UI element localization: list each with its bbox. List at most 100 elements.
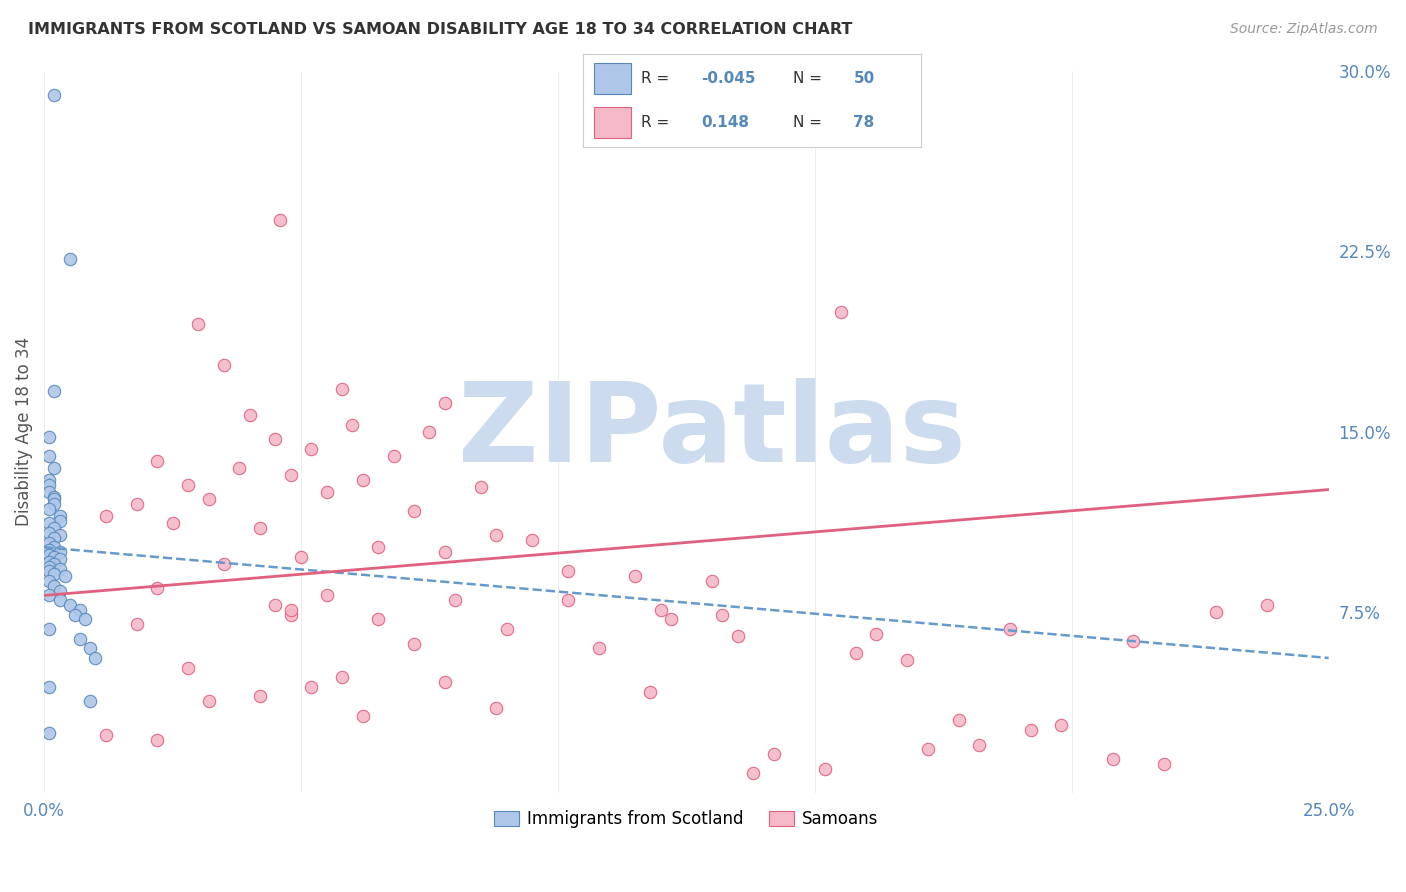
Point (44, 531, 66, 545)
Point (845, 646, 868, 660)
Text: IMMIGRANTS FROM SCOTLAND VS SAMOAN DISABILITY AGE 18 TO 34 CORRELATION CHART: IMMIGRANTS FROM SCOTLAND VS SAMOAN DISAB… (28, 22, 852, 37)
Point (75, 612, 97, 626)
Point (433, 396, 456, 410)
Point (830, 304, 852, 318)
Point (249, 690, 271, 704)
Text: Source: ZipAtlas.com: Source: ZipAtlas.com (1230, 22, 1378, 37)
Point (342, 417, 364, 432)
Point (742, 766, 765, 780)
Point (814, 762, 837, 776)
Text: 78: 78 (853, 115, 875, 130)
Point (38, 525, 60, 540)
Point (84, 651, 107, 665)
Point (38, 589, 60, 603)
Bar (593, 63, 631, 94)
Point (352, 708, 374, 723)
Point (79, 694, 101, 708)
Point (280, 603, 302, 617)
Point (38, 725, 60, 739)
Point (38, 449, 60, 463)
Point (896, 653, 918, 667)
Point (69, 632, 91, 646)
Text: N =: N = (793, 70, 827, 86)
Point (264, 598, 287, 612)
Point (330, 382, 353, 396)
Point (38, 516, 60, 531)
Point (48, 593, 70, 607)
Point (48, 545, 70, 559)
Point (948, 714, 970, 728)
Point (1153, 756, 1175, 771)
Point (382, 449, 405, 463)
Point (38, 477, 60, 491)
Bar (593, 107, 631, 138)
Point (280, 468, 302, 483)
Point (522, 533, 544, 547)
Point (290, 549, 312, 564)
Point (315, 589, 337, 603)
Point (659, 612, 682, 626)
Point (967, 738, 990, 752)
Point (69, 603, 91, 617)
Point (700, 574, 723, 588)
Point (44, 557, 66, 571)
Point (44, 579, 66, 593)
Point (94, 509, 117, 524)
Point (727, 629, 749, 643)
Point (418, 425, 440, 439)
Point (38, 535, 60, 549)
Point (59, 598, 82, 612)
Point (38, 574, 60, 588)
Point (44, 541, 66, 555)
Point (38, 559, 60, 574)
Point (146, 581, 169, 595)
Point (1205, 605, 1227, 619)
Point (557, 593, 579, 607)
Point (94, 728, 117, 742)
Point (280, 607, 302, 622)
Point (711, 607, 734, 622)
Point (38, 548, 60, 562)
Point (402, 636, 425, 650)
Point (197, 492, 219, 507)
Point (38, 430, 60, 444)
Point (44, 521, 66, 535)
Point (865, 627, 887, 641)
Point (125, 497, 148, 511)
Point (53, 569, 76, 583)
Point (917, 742, 939, 756)
Point (433, 545, 456, 559)
Point (299, 680, 322, 694)
Text: 50: 50 (853, 70, 875, 86)
Point (125, 617, 148, 632)
Point (557, 565, 579, 579)
Point (48, 509, 70, 524)
Point (44, 492, 66, 507)
Point (38, 565, 60, 579)
Text: 0.148: 0.148 (702, 115, 749, 130)
Legend: Immigrants from Scotland, Samoans: Immigrants from Scotland, Samoans (488, 804, 886, 835)
Text: ZIPatlas: ZIPatlas (458, 378, 966, 485)
Point (998, 622, 1021, 636)
Point (44, 566, 66, 581)
Text: N =: N = (793, 115, 827, 130)
Point (38, 622, 60, 636)
Point (48, 528, 70, 542)
Point (1102, 752, 1125, 766)
Point (79, 641, 101, 656)
Point (38, 473, 60, 487)
Point (48, 583, 70, 598)
Point (63, 607, 86, 622)
Point (146, 454, 169, 468)
Point (249, 521, 271, 535)
Point (495, 622, 517, 636)
Point (470, 480, 492, 494)
Point (38, 542, 60, 557)
Point (402, 504, 425, 518)
Point (588, 641, 610, 656)
Point (59, 252, 82, 266)
Point (44, 549, 66, 564)
Text: -0.045: -0.045 (702, 70, 756, 86)
Point (228, 461, 250, 475)
Point (239, 408, 262, 422)
